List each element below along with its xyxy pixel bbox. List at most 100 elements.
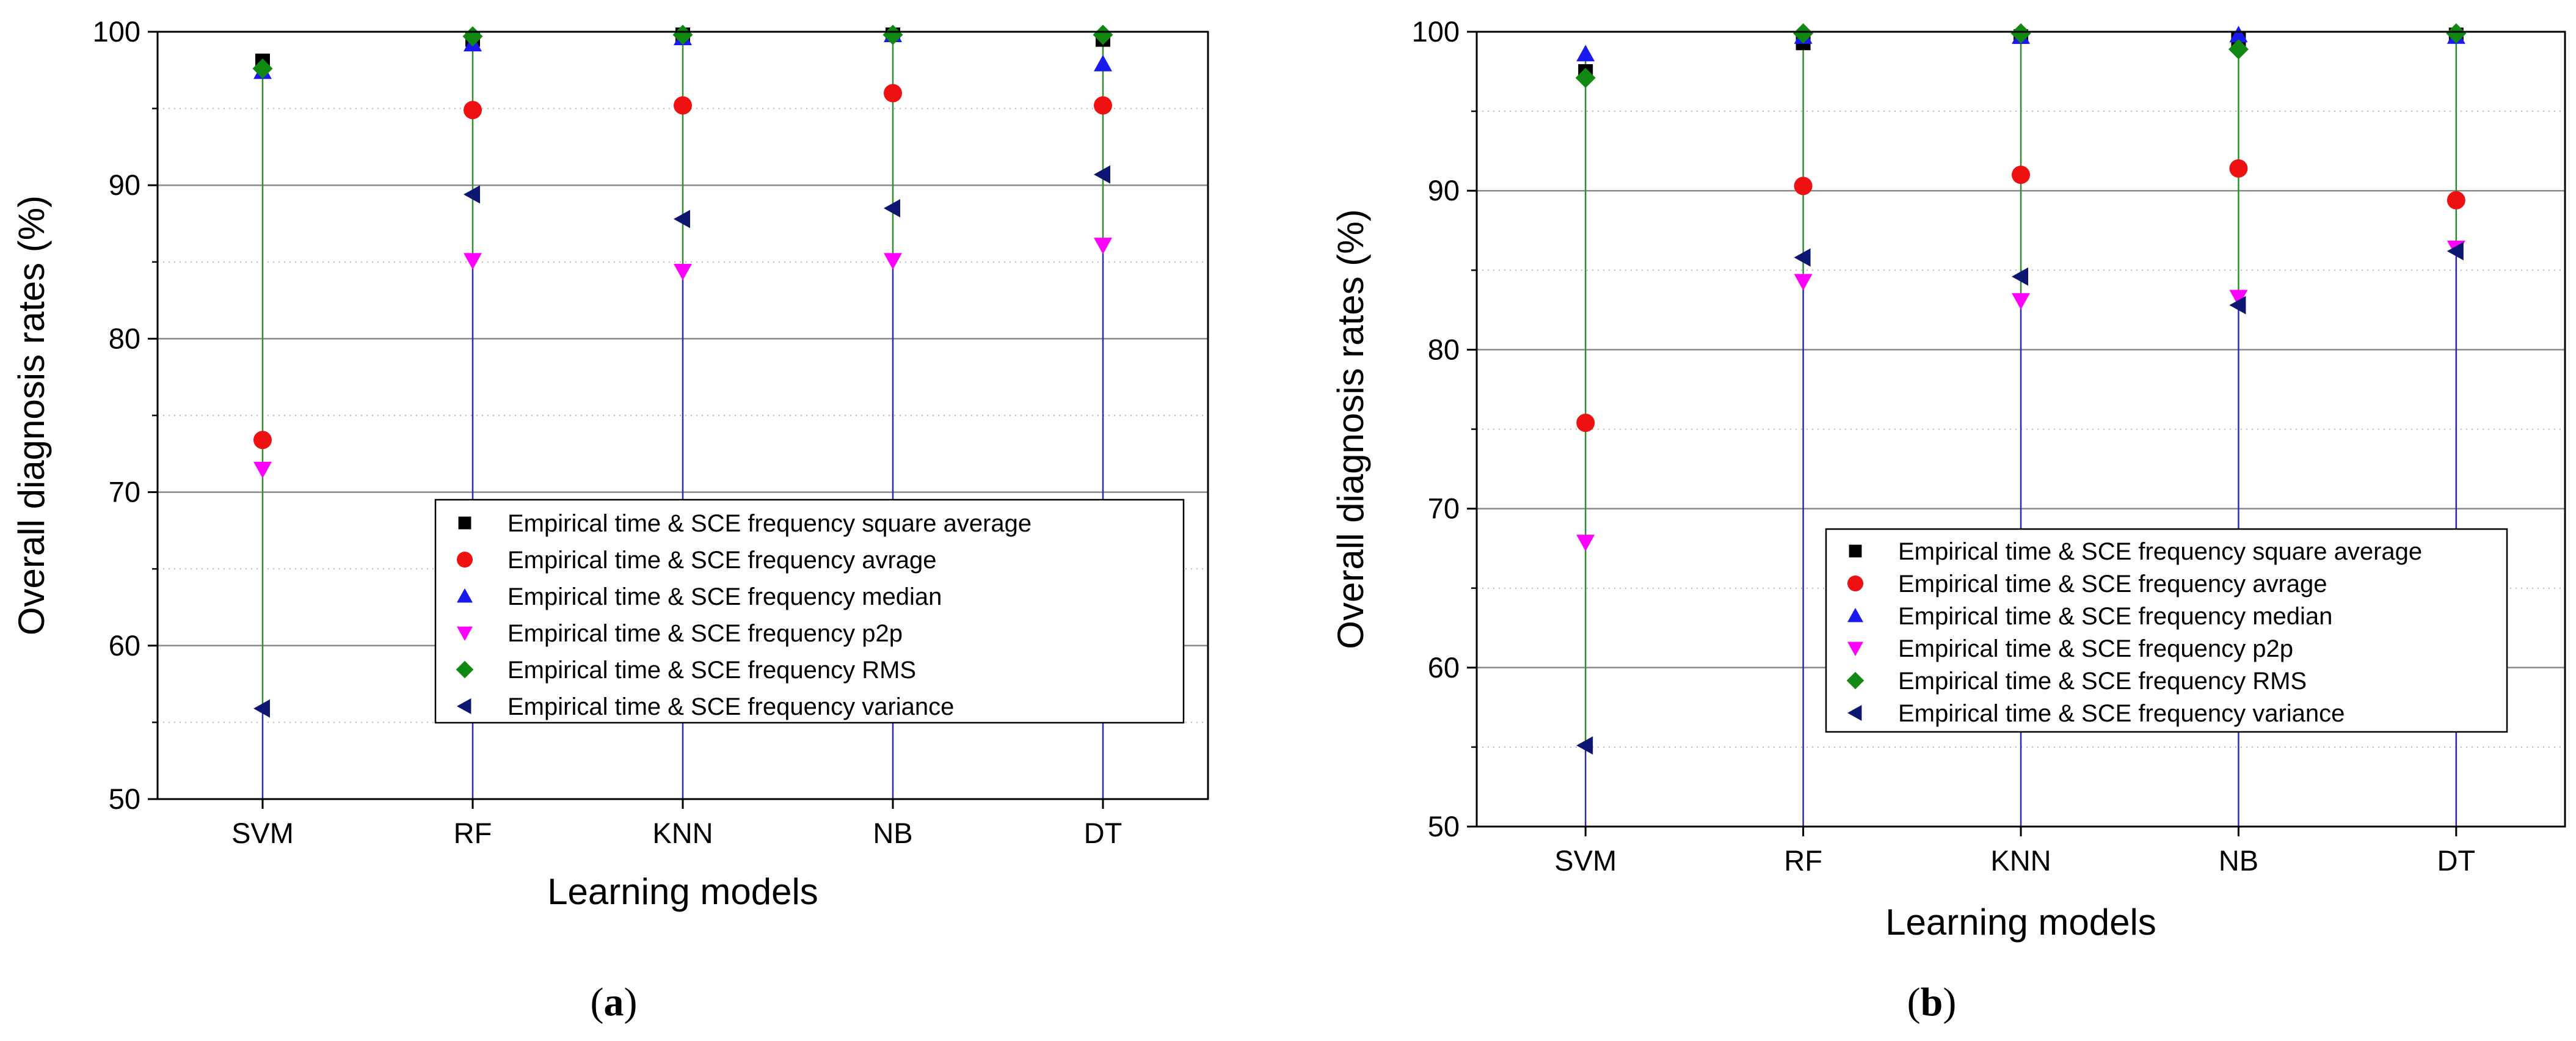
- legend-box: [434, 499, 1185, 724]
- chart-panel-b: 50 60 70 80 90 100 SVM RF KNN NB DT Learning models…: [1330, 15, 2566, 943]
- data-point-circle: [1576, 414, 1595, 433]
- data-point-triangle-left: [884, 199, 900, 217]
- x-tick-label: SVM: [1554, 844, 1617, 877]
- legend-marker-circle: [1847, 575, 1863, 591]
- legend-marker-diamond: [456, 660, 474, 679]
- x-tick-label: KNN: [1990, 844, 2051, 877]
- y-tick-label: 90: [1428, 174, 1460, 206]
- legend-marker-circle: [457, 552, 473, 568]
- y-tick-label: 60: [1428, 651, 1460, 684]
- x-axis-title: Learning models: [1885, 902, 2156, 943]
- data-point-diamond: [672, 24, 693, 45]
- y-tick-label: 70: [109, 476, 140, 508]
- x-tick-label: KNN: [652, 817, 713, 849]
- legend-marker-triangle-up: [1847, 608, 1863, 623]
- x-tick-label: RF: [454, 817, 492, 849]
- data-point-triangle-left: [1094, 165, 1110, 184]
- legend-marker-triangle-down: [457, 626, 473, 641]
- y-axis-title: Overall diagnosis rates (%): [1330, 209, 1371, 649]
- data-point-triangle-left: [2229, 296, 2246, 315]
- x-tick-label: DT: [2437, 844, 2475, 877]
- x-tick-label: DT: [1084, 817, 1122, 849]
- legend: Empirical time & SCE frequency square av…: [1825, 528, 2508, 733]
- x-axis-title: Learning models: [547, 871, 818, 912]
- x-tick-label: NB: [873, 817, 912, 849]
- data-point-triangle-left: [674, 210, 690, 228]
- x-tick-label: SVM: [231, 817, 294, 849]
- y-tick-label: 60: [109, 629, 140, 662]
- x-tick-label: NB: [2219, 844, 2258, 877]
- legend-label: Empirical time & SCE frequency avrage: [1898, 571, 2327, 597]
- legend-marker-triangle-up: [457, 588, 473, 603]
- data-point-circle: [1794, 177, 1813, 195]
- legend-label: Empirical time & SCE frequency median: [508, 583, 942, 610]
- data-point-diamond: [1575, 67, 1596, 88]
- y-tick-label: 50: [109, 783, 140, 815]
- legend-marker-triangle-down: [1847, 641, 1863, 656]
- data-point-triangle-down: [1576, 535, 1595, 552]
- legend-marker-square: [458, 516, 471, 530]
- y-tick-label: 70: [1428, 492, 1460, 525]
- legend-label: Empirical time & SCE frequency avrage: [508, 547, 937, 574]
- data-point-circle: [674, 96, 692, 115]
- legend-label: Empirical time & SCE frequency RMS: [1898, 668, 2307, 695]
- data-point-triangle-left: [1576, 736, 1593, 755]
- data-point-circle: [2447, 191, 2465, 210]
- data-point-triangle-left: [1794, 248, 1811, 267]
- caption-b: (b): [1907, 980, 1957, 1025]
- data-point-triangle-up: [2229, 26, 2248, 43]
- y-tick-label: 80: [1428, 333, 1460, 365]
- legend-label: Empirical time & SCE frequency p2p: [1898, 635, 2293, 662]
- chart-panel-a: 50 60 70 80 90 100 SVM RF KNN NB DT Learning models…: [11, 15, 1209, 912]
- caption-a: (a): [591, 980, 638, 1025]
- data-point-triangle-down: [2012, 293, 2030, 310]
- data-point-triangle-up: [1094, 54, 1112, 71]
- legend-marker-triangle-left: [1847, 705, 1862, 721]
- data-point-triangle-down: [253, 461, 272, 478]
- data-point-circle: [2012, 166, 2030, 184]
- data-point-circle: [884, 84, 902, 103]
- y-tick-label: 90: [109, 169, 140, 201]
- legend-label: Empirical time & SCE frequency p2p: [508, 620, 903, 647]
- data-point-circle: [1094, 96, 1112, 115]
- y-tick-label: 80: [109, 322, 140, 354]
- legend-marker-triangle-left: [457, 698, 471, 714]
- data-point-diamond: [252, 58, 273, 79]
- data-point-triangle-left: [2012, 267, 2028, 286]
- y-tick-label: 100: [1412, 15, 1460, 48]
- legend-box: [1825, 528, 2508, 733]
- data-point-circle: [253, 431, 272, 450]
- data-point-triangle-down: [674, 263, 692, 280]
- data-point-triangle-left: [253, 699, 270, 718]
- data-point-circle: [464, 101, 482, 120]
- legend: Empirical time & SCE frequency square av…: [434, 499, 1185, 724]
- data-point-triangle-down: [2229, 290, 2248, 307]
- legend-label: Empirical time & SCE frequency square av…: [508, 510, 1031, 537]
- data-point-triangle-down: [1794, 274, 1813, 291]
- data-point-diamond: [1793, 23, 1814, 44]
- data-point-diamond: [2446, 23, 2467, 44]
- legend-marker-square: [1849, 544, 1862, 558]
- y-tick-label: 100: [93, 15, 140, 48]
- legend-marker-diamond: [1846, 671, 1865, 690]
- data-point-triangle-up: [1576, 45, 1595, 62]
- legend-label: Empirical time & SCE frequency variance: [508, 693, 954, 720]
- data-point-diamond: [1093, 24, 1113, 45]
- y-axis-title: Overall diagnosis rates (%): [11, 195, 52, 635]
- data-point-diamond: [882, 24, 903, 45]
- data-point-triangle-down: [884, 253, 902, 270]
- data-point-triangle-down: [1094, 238, 1112, 255]
- data-point-circle: [2229, 159, 2248, 178]
- legend-label: Empirical time & SCE frequency variance: [1898, 700, 2345, 727]
- x-tick-label: RF: [1784, 844, 1822, 877]
- y-tick-label: 50: [1428, 810, 1460, 842]
- data-point-triangle-left: [2447, 242, 2464, 261]
- data-point-triangle-down: [464, 253, 482, 270]
- data-point-diamond: [2010, 23, 2031, 44]
- data-point-triangle-left: [464, 185, 480, 204]
- legend-label: Empirical time & SCE frequency square av…: [1898, 538, 2422, 565]
- legend-label: Empirical time & SCE frequency median: [1898, 603, 2332, 630]
- legend-label: Empirical time & SCE frequency RMS: [508, 657, 916, 684]
- data-point-diamond: [2228, 39, 2249, 60]
